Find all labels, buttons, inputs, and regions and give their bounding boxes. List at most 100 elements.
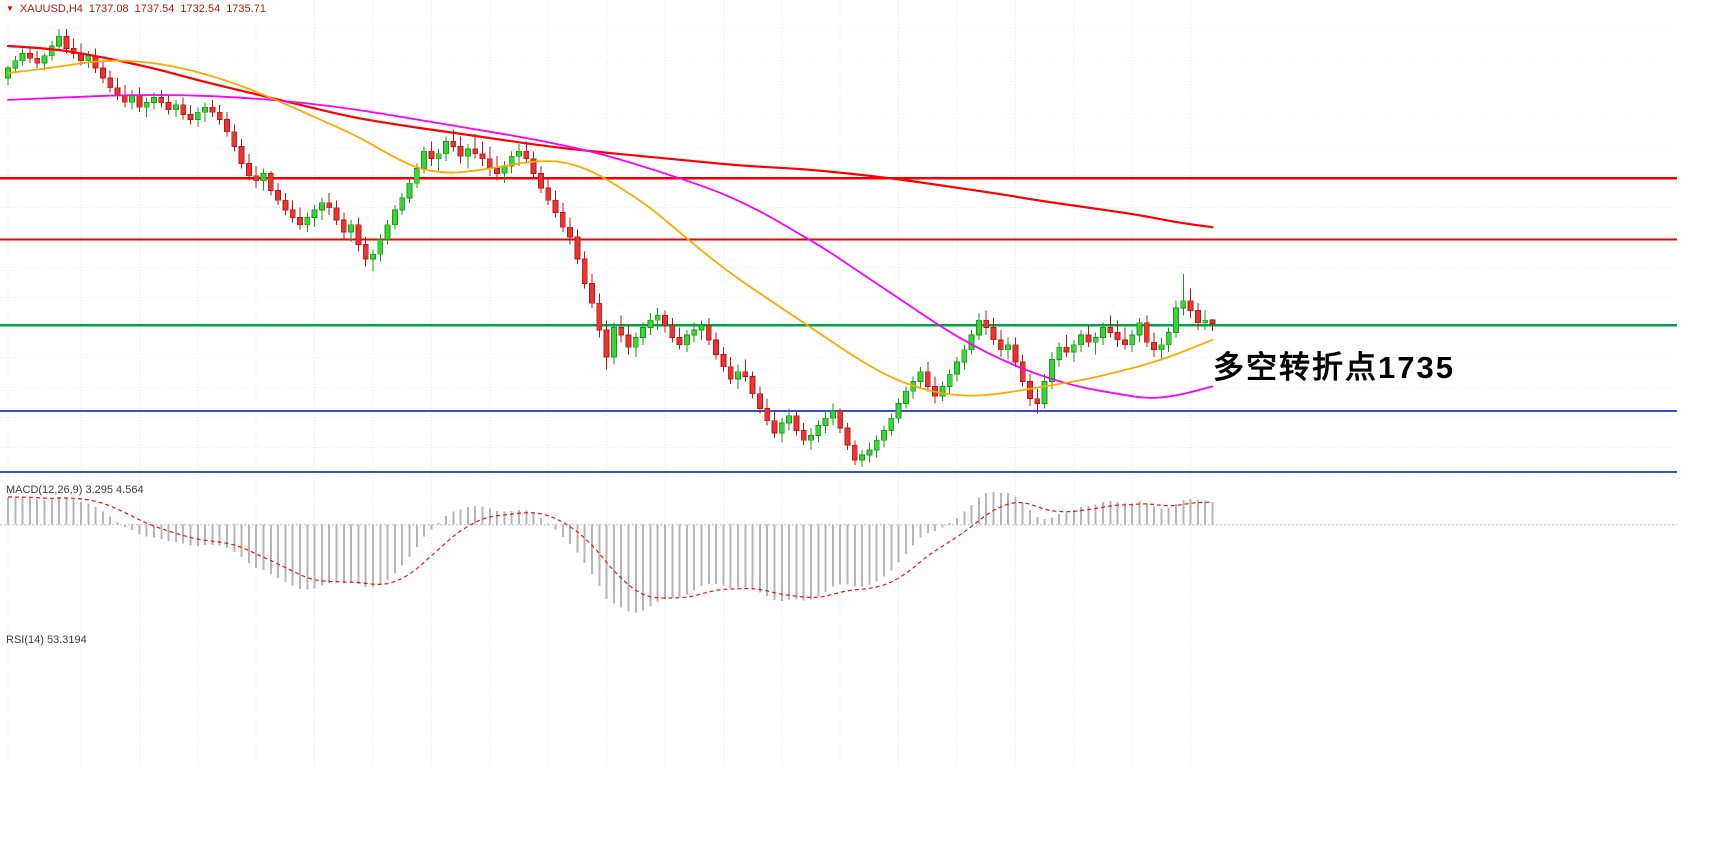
- candle: [837, 410, 844, 429]
- candle: [778, 422, 785, 434]
- candle: [800, 430, 807, 441]
- candle: [603, 329, 610, 358]
- candle: [260, 172, 267, 182]
- candle: [647, 319, 654, 328]
- symbol-info: ▼ XAUUSD,H4 1737.08 1737.54 1732.54 1735…: [6, 3, 266, 15]
- candle: [786, 415, 792, 424]
- candle: [194, 111, 201, 120]
- candle: [1129, 334, 1136, 346]
- candle: [1019, 361, 1026, 382]
- candle: [333, 207, 340, 221]
- candle: [961, 349, 968, 363]
- candle: [1195, 310, 1201, 324]
- candle: [903, 390, 909, 404]
- candle: [640, 327, 646, 338]
- candle: [851, 444, 858, 461]
- macd-histogram: [7, 491, 1214, 613]
- candle: [997, 339, 1004, 351]
- candle: [757, 393, 763, 409]
- candle: [136, 94, 143, 108]
- candle: [1187, 300, 1194, 311]
- candle: [384, 224, 391, 240]
- candle: [538, 172, 544, 189]
- candle: [399, 197, 406, 211]
- candle: [457, 145, 464, 157]
- candle: [516, 150, 522, 157]
- candle: [406, 182, 413, 199]
- candle: [552, 199, 559, 213]
- candle: [143, 102, 150, 108]
- ma-fast-line: [7, 59, 1214, 397]
- candle: [348, 224, 355, 233]
- candle: [662, 314, 668, 326]
- candle: [450, 141, 457, 147]
- ma-slow-line: [6, 44, 1214, 229]
- candlesticks: [5, 28, 1216, 468]
- candle: [844, 427, 851, 446]
- candle: [1107, 327, 1114, 333]
- candle: [1114, 332, 1121, 341]
- candle: [983, 319, 990, 328]
- candle: [1143, 322, 1150, 343]
- candle: [1078, 334, 1084, 346]
- candle: [1063, 346, 1070, 353]
- candle: [1151, 341, 1157, 350]
- candle: [486, 158, 493, 169]
- candle: [954, 361, 960, 375]
- candle: [859, 454, 865, 461]
- candle: [720, 354, 727, 368]
- candle: [370, 253, 376, 260]
- candle: [873, 439, 880, 451]
- candle: [1034, 398, 1041, 405]
- rsi-indicator-label: RSI(14) 53.3194: [6, 634, 87, 646]
- candle: [158, 97, 165, 103]
- candle: [238, 145, 245, 164]
- candle: [822, 417, 829, 426]
- candle: [749, 376, 756, 395]
- candle: [326, 202, 333, 209]
- candle: [187, 114, 194, 120]
- candle: [611, 327, 617, 358]
- candle: [1005, 344, 1011, 351]
- symbol-close: 1735.71: [226, 3, 266, 15]
- candle: [815, 425, 822, 436]
- candle: [654, 314, 661, 321]
- candle: [26, 53, 33, 59]
- candle: [275, 190, 282, 201]
- candle: [676, 336, 683, 346]
- candle: [1012, 344, 1019, 363]
- candle: [1180, 300, 1187, 309]
- candle: [34, 57, 41, 64]
- candle: [1041, 381, 1048, 404]
- candle: [1085, 334, 1092, 343]
- candle: [596, 302, 603, 331]
- candle: [19, 53, 26, 62]
- candle: [282, 199, 289, 211]
- candle: [216, 111, 223, 120]
- candle: [100, 67, 106, 79]
- candle: [413, 168, 420, 184]
- candle: [245, 163, 252, 177]
- candle: [151, 97, 157, 103]
- candle: [114, 87, 121, 96]
- candle: [464, 148, 471, 157]
- candle: [939, 385, 946, 397]
- candle: [355, 224, 362, 245]
- candle: [1209, 319, 1216, 324]
- candle: [494, 168, 501, 174]
- candle: [990, 327, 997, 341]
- candle: [362, 243, 369, 260]
- candle: [209, 106, 216, 113]
- candle: [12, 60, 19, 69]
- candle: [632, 336, 639, 348]
- chart-annotation[interactable]: 多空转折点1735: [1213, 350, 1455, 385]
- candle: [691, 329, 698, 336]
- candle: [304, 217, 311, 226]
- candle: [267, 172, 274, 191]
- candle: [567, 226, 573, 238]
- time-axis[interactable]: [0, 771, 1724, 791]
- candle: [808, 434, 814, 441]
- candle: [435, 153, 442, 160]
